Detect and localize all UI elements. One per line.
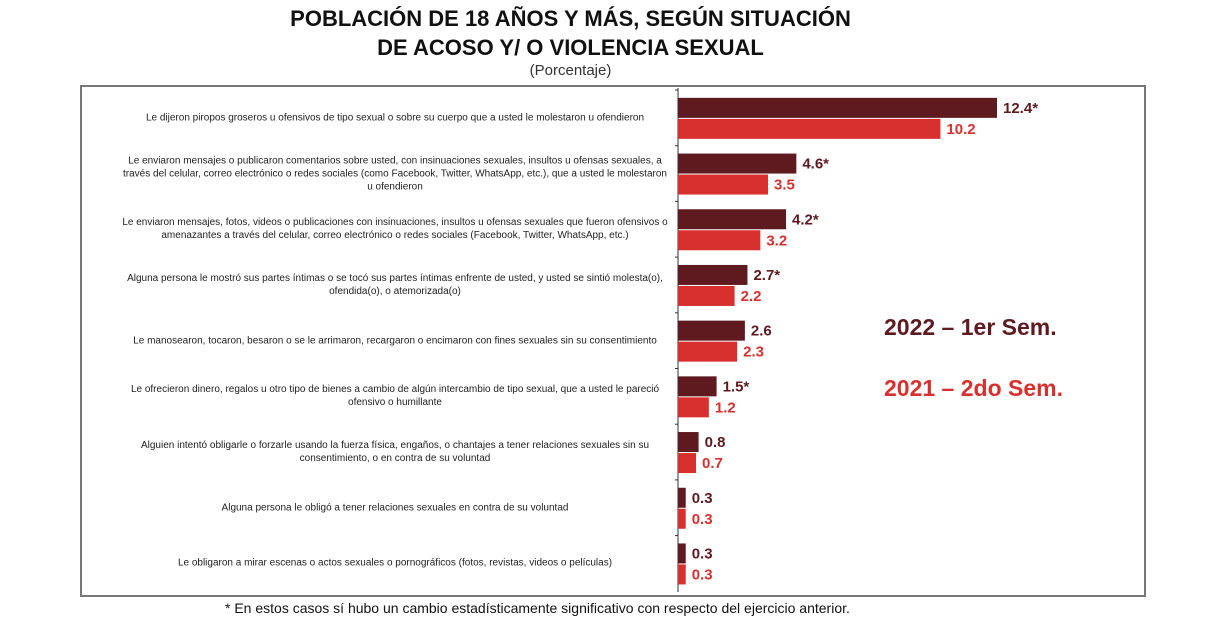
legend-2022-1er-sem: 2022 – 1er Sem. <box>884 314 1057 340</box>
category-label: Alguien intentó obligarle o forzarle usa… <box>140 440 650 465</box>
bar-series-1 <box>678 230 761 251</box>
data-label: 3.2 <box>766 232 787 249</box>
category-label: Le ofrecieron dinero, regalos u otro tip… <box>130 384 660 409</box>
bar-series-0 <box>678 153 797 174</box>
category-label: Le enviaron mensajes, fotos, videos o pu… <box>122 217 668 242</box>
bar-series-0 <box>678 97 997 118</box>
bar-series-0 <box>678 376 717 397</box>
category-label: Alguna persona le obligó a tener relacio… <box>221 502 569 514</box>
data-label: 2.3 <box>743 344 764 361</box>
data-label: 2.2 <box>741 288 762 305</box>
data-label: 0.3 <box>692 511 713 528</box>
bar-series-1 <box>678 118 941 139</box>
category-label: Le dijeron piropos groseros u ofensivos … <box>145 112 645 124</box>
chart-title-line-1: POBLACIÓN DE 18 AÑOS Y MÁS, SEGÚN SITUAC… <box>290 6 851 31</box>
data-label: 0.8 <box>705 434 726 451</box>
bar-series-1 <box>678 174 769 195</box>
category-label: Le manosearon, tocaron, besaron o se le … <box>133 335 657 347</box>
bar-series-0 <box>678 209 787 230</box>
bar-series-0 <box>678 320 745 341</box>
footnote: * En estos casos sí hubo un cambio estad… <box>225 600 850 616</box>
legend-2021-2do-sem: 2021 – 2do Sem. <box>884 375 1063 401</box>
category-label: Alguna persona le mostró sus partes ínti… <box>127 272 663 297</box>
bar-series-0 <box>678 543 686 564</box>
chart-frame <box>80 85 1146 597</box>
data-label: 10.2 <box>946 121 975 138</box>
data-label: 0.3 <box>692 490 713 507</box>
data-label: 0.3 <box>692 545 713 562</box>
bar-series-1 <box>678 508 686 529</box>
bar-series-1 <box>678 397 709 418</box>
data-label: 4.2* <box>792 211 819 228</box>
bar-series-1 <box>678 285 735 306</box>
data-label: 12.4* <box>1003 100 1038 117</box>
bar-series-1 <box>678 341 738 362</box>
bar-series-0 <box>678 432 699 453</box>
data-label: 1.2 <box>715 399 736 416</box>
data-label: 1.5* <box>723 378 750 395</box>
data-label: 2.6 <box>751 323 772 340</box>
data-label: 0.7 <box>702 455 723 472</box>
category-label: Le obligaron a mirar escenas o actos sex… <box>177 557 613 569</box>
data-label: 0.3 <box>692 566 713 583</box>
data-label: 2.7* <box>753 267 780 284</box>
bar-series-0 <box>678 264 748 285</box>
bar-series-0 <box>678 487 686 508</box>
bar-series-1 <box>678 564 686 585</box>
bar-series-1 <box>678 453 697 474</box>
chart-subtitle: (Porcentaje) <box>529 62 612 79</box>
chart-title-line-2: DE ACOSO Y/ O VIOLENCIA SEXUAL <box>377 35 764 60</box>
category-label: Le enviaron mensajes o publicaron coment… <box>123 155 667 193</box>
data-label: 3.5 <box>774 177 795 194</box>
data-label: 4.6* <box>802 156 829 173</box>
